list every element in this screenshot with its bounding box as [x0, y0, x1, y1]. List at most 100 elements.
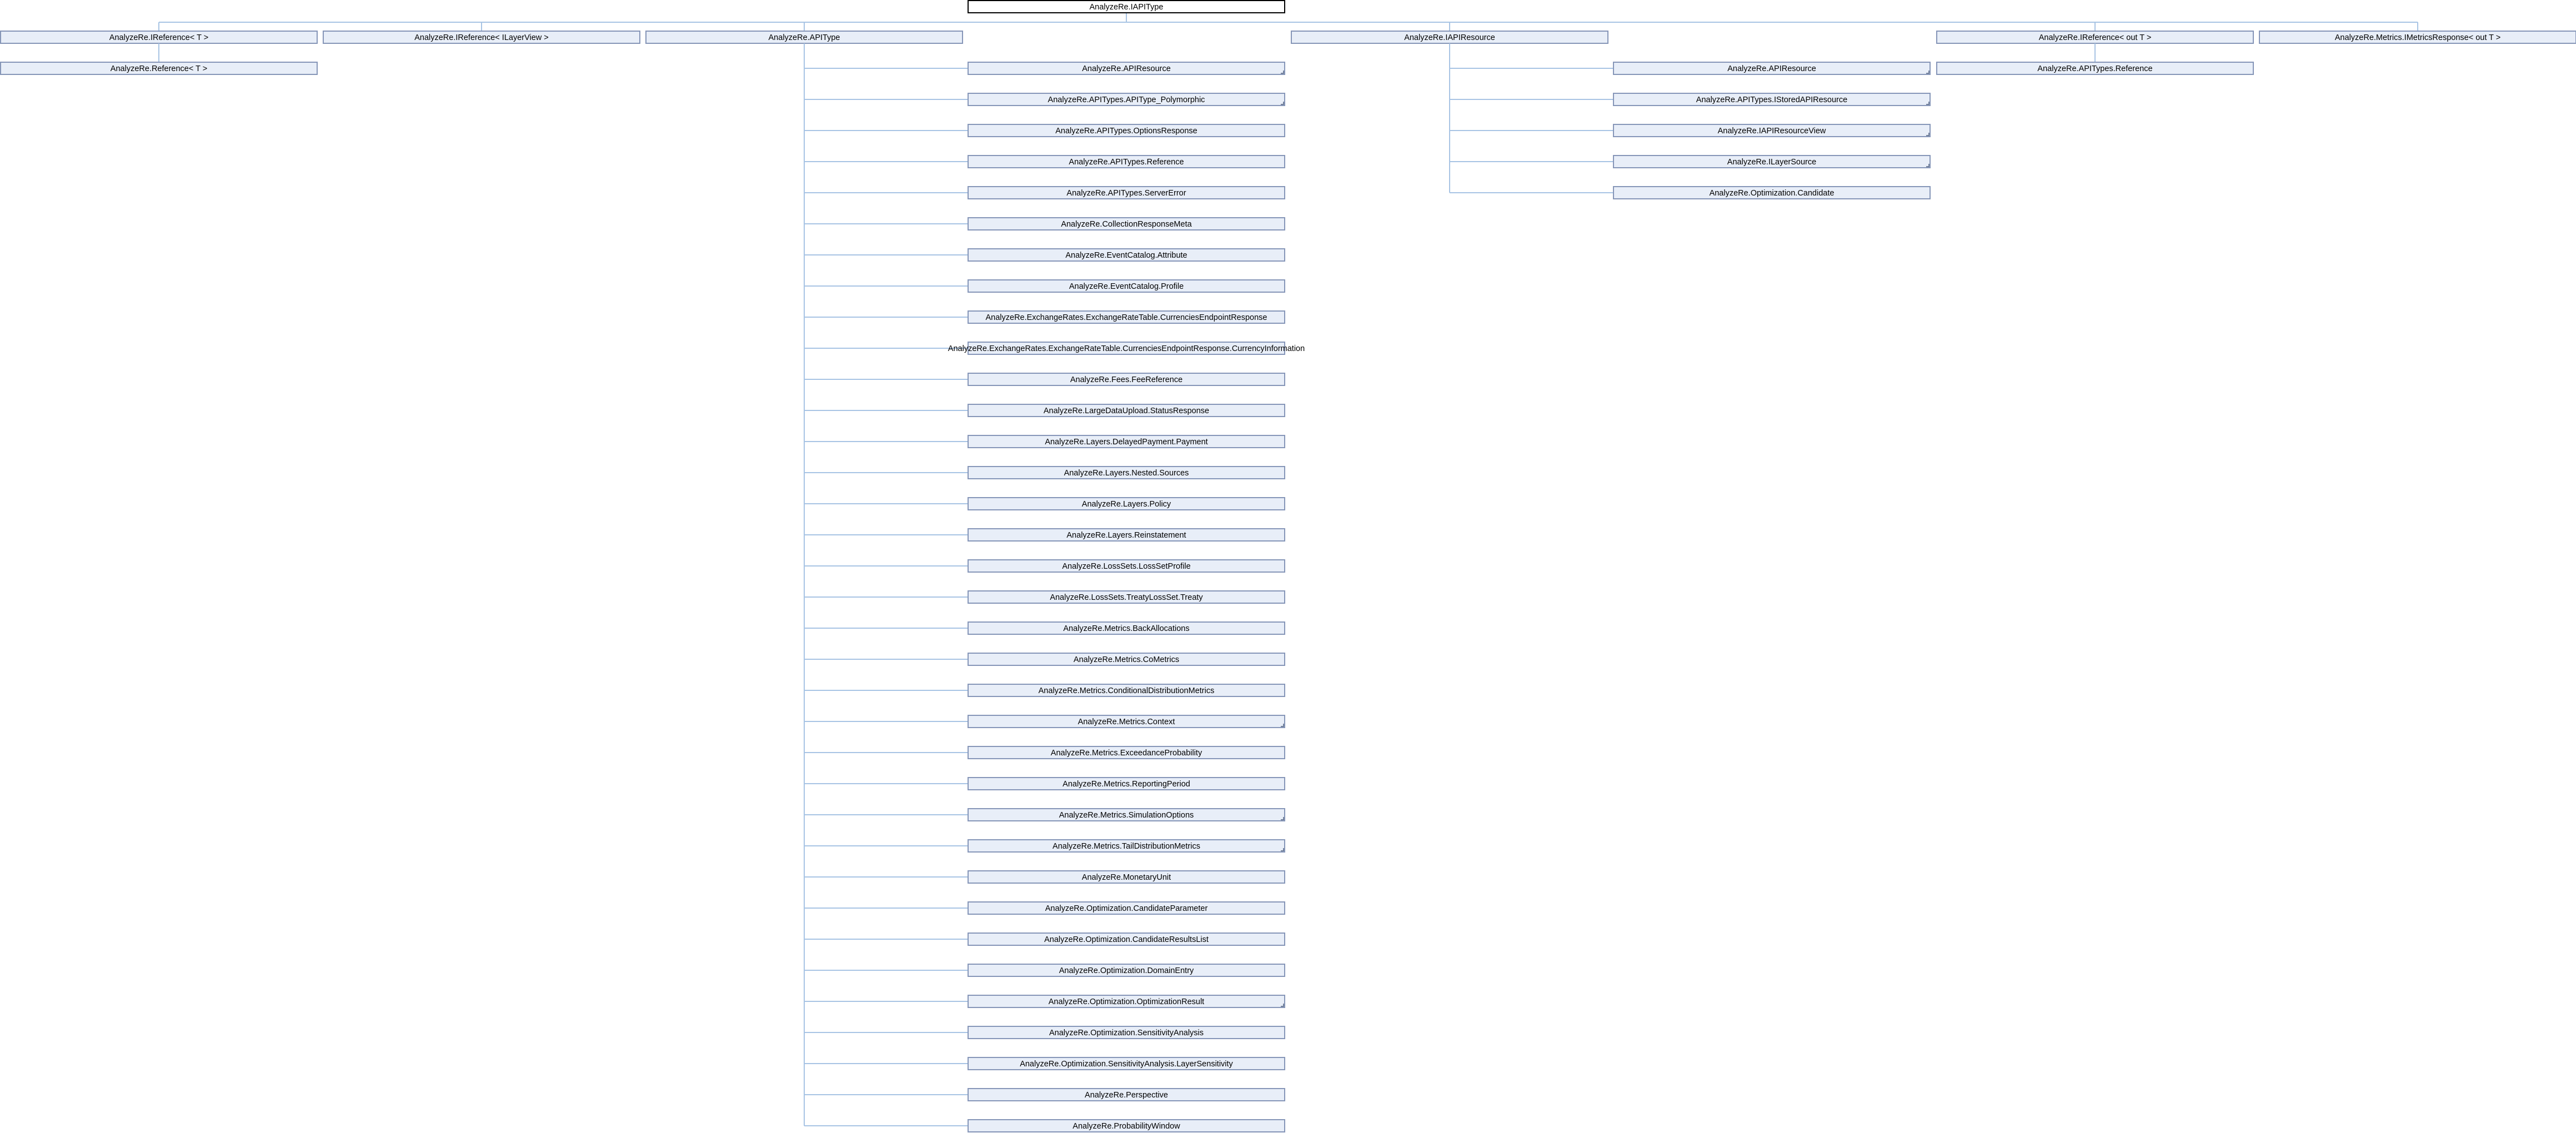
node-label: AnalyzeRe.LargeDataUpload.StatusResponse [1044, 407, 1209, 415]
node-box [968, 310, 1285, 324]
node-analyzere-optimization-sensitivityanalysis-layersensitivity[interactable]: AnalyzeRe.Optimization.SensitivityAnalys… [968, 1057, 1285, 1070]
node-analyzere-layers-reinstatement[interactable]: AnalyzeRe.Layers.Reinstatement [968, 528, 1285, 542]
node-label: AnalyzeRe.APITypes.OptionsResponse [1055, 127, 1197, 136]
node-label: AnalyzeRe.Metrics.ExceedanceProbability [1051, 749, 1202, 758]
node-analyzere-perspective[interactable]: AnalyzeRe.Perspective [968, 1088, 1285, 1101]
node-box [968, 0, 1285, 13]
node-box [1613, 186, 1931, 199]
node-analyzere-ireference-t[interactable]: AnalyzeRe.IReference< T > [0, 31, 318, 44]
node-label: AnalyzeRe.Perspective [1085, 1091, 1168, 1100]
node-box [968, 715, 1285, 728]
node-analyzere-fees-feereference[interactable]: AnalyzeRe.Fees.FeeReference [968, 373, 1285, 386]
node-box [968, 1026, 1285, 1039]
node-label: AnalyzeRe.Layers.Reinstatement [1066, 531, 1186, 540]
node-analyzere-probabilitywindow[interactable]: AnalyzeRe.ProbabilityWindow [968, 1119, 1285, 1132]
node-analyzere-eventcatalog-profile[interactable]: AnalyzeRe.EventCatalog.Profile [968, 279, 1285, 293]
node-box [968, 808, 1285, 821]
node-analyzere-ireference-out-t[interactable]: AnalyzeRe.IReference< out T > [1936, 31, 2254, 44]
node-box [968, 1119, 1285, 1132]
node-analyzere-collectionresponsemeta[interactable]: AnalyzeRe.CollectionResponseMeta [968, 217, 1285, 230]
node-analyzere-largedataupload-statusresponse[interactable]: AnalyzeRe.LargeDataUpload.StatusResponse [968, 404, 1285, 417]
node-box [0, 62, 318, 75]
node-analyzere-metrics-backallocations[interactable]: AnalyzeRe.Metrics.BackAllocations [968, 621, 1285, 635]
node-analyzere-apitypes-apitype-polymorphic[interactable]: AnalyzeRe.APITypes.APIType_Polymorphic [968, 93, 1285, 106]
node-analyzere-apitypes-istoredapiresource[interactable]: AnalyzeRe.APITypes.IStoredAPIResource [1613, 93, 1931, 106]
node-analyzere-monetaryunit[interactable]: AnalyzeRe.MonetaryUnit [968, 870, 1285, 884]
node-analyzere-exchangerates-exchangeratetable-currenciesendpointresponse-currencyinformation[interactable]: AnalyzeRe.ExchangeRates.ExchangeRateTabl… [948, 342, 1305, 355]
node-analyzere-optimization-sensitivityanalysis[interactable]: AnalyzeRe.Optimization.SensitivityAnalys… [968, 1026, 1285, 1039]
node-analyzere-ireference-ilayerview[interactable]: AnalyzeRe.IReference< ILayerView > [323, 31, 640, 44]
node-analyzere-metrics-taildistributionmetrics[interactable]: AnalyzeRe.Metrics.TailDistributionMetric… [968, 839, 1285, 853]
node-label: AnalyzeRe.IAPIType [1090, 3, 1164, 12]
node-box [968, 901, 1285, 915]
node-box [968, 435, 1285, 448]
node-analyzere-metrics-reportingperiod[interactable]: AnalyzeRe.Metrics.ReportingPeriod [968, 777, 1285, 790]
node-box [968, 964, 1285, 977]
node-box [968, 746, 1285, 759]
node-label: AnalyzeRe.Optimization.SensitivityAnalys… [1049, 1029, 1204, 1037]
more-indicator-icon [1281, 102, 1284, 105]
node-analyzere-metrics-cometrics[interactable]: AnalyzeRe.Metrics.CoMetrics [968, 653, 1285, 666]
node-analyzere-layers-delayedpayment-payment[interactable]: AnalyzeRe.Layers.DelayedPayment.Payment [968, 435, 1285, 448]
node-label: AnalyzeRe.Optimization.CandidateParamete… [1045, 904, 1208, 913]
node-analyzere-losssets-treatylossset-treaty[interactable]: AnalyzeRe.LossSets.TreatyLossSet.Treaty [968, 590, 1285, 604]
node-box [968, 217, 1285, 230]
node-label: AnalyzeRe.Layers.Policy [1082, 500, 1171, 509]
node-box [968, 342, 1285, 355]
node-analyzere-metrics-conditionaldistributionmetrics[interactable]: AnalyzeRe.Metrics.ConditionalDistributio… [968, 684, 1285, 697]
node-label: AnalyzeRe.Optimization.OptimizationResul… [1049, 997, 1204, 1006]
node-label: AnalyzeRe.APITypes.Reference [1069, 158, 1184, 167]
node-analyzere-layers-policy[interactable]: AnalyzeRe.Layers.Policy [968, 497, 1285, 510]
node-analyzere-ilayersource[interactable]: AnalyzeRe.ILayerSource [1613, 155, 1931, 168]
node-analyzere-optimization-optimizationresult[interactable]: AnalyzeRe.Optimization.OptimizationResul… [968, 995, 1285, 1008]
node-label: AnalyzeRe.Optimization.SensitivityAnalys… [1020, 1060, 1233, 1069]
node-analyzere-apitypes-reference[interactable]: AnalyzeRe.APITypes.Reference [1936, 62, 2254, 75]
node-label: AnalyzeRe.Layers.Nested.Sources [1064, 469, 1189, 478]
node-analyzere-apiresource[interactable]: AnalyzeRe.APIResource [968, 62, 1285, 75]
node-box [968, 684, 1285, 697]
node-analyzere-iapiresourceview[interactable]: AnalyzeRe.IAPIResourceView [1613, 124, 1931, 137]
node-box [968, 777, 1285, 790]
node-label: AnalyzeRe.IAPIResourceView [1718, 127, 1826, 136]
node-analyzere-apitypes-reference[interactable]: AnalyzeRe.APITypes.Reference [968, 155, 1285, 168]
node-box [968, 497, 1285, 510]
node-analyzere-apitype[interactable]: AnalyzeRe.APIType [645, 31, 963, 44]
node-label: AnalyzeRe.Fees.FeeReference [1070, 375, 1182, 384]
node-analyzere-losssets-losssetprofile[interactable]: AnalyzeRe.LossSets.LossSetProfile [968, 559, 1285, 573]
node-label: AnalyzeRe.Optimization.Candidate [1710, 189, 1835, 198]
more-indicator-icon [1281, 724, 1284, 727]
node-analyzere-exchangerates-exchangeratetable-currenciesendpointresponse[interactable]: AnalyzeRe.ExchangeRates.ExchangeRateTabl… [968, 310, 1285, 324]
node-analyzere-metrics-imetricsresponse-out-t[interactable]: AnalyzeRe.Metrics.IMetricsResponse< out … [2259, 31, 2576, 44]
node-label: AnalyzeRe.Metrics.ConditionalDistributio… [1039, 686, 1215, 695]
node-label: AnalyzeRe.CollectionResponseMeta [1061, 220, 1192, 229]
node-box [968, 870, 1285, 884]
node-label: AnalyzeRe.IReference< ILayerView > [414, 33, 549, 42]
node-box [968, 279, 1285, 293]
node-label: AnalyzeRe.LossSets.TreatyLossSet.Treaty [1050, 593, 1203, 602]
node-analyzere-eventcatalog-attribute[interactable]: AnalyzeRe.EventCatalog.Attribute [968, 248, 1285, 262]
node-analyzere-optimization-domainentry[interactable]: AnalyzeRe.Optimization.DomainEntry [968, 964, 1285, 977]
node-label: AnalyzeRe.APITypes.APIType_Polymorphic [1048, 96, 1205, 104]
node-analyzere-optimization-candidate[interactable]: AnalyzeRe.Optimization.Candidate [1613, 186, 1931, 199]
node-analyzere-apitypes-servererror[interactable]: AnalyzeRe.APITypes.ServerError [968, 186, 1285, 199]
node-analyzere-reference-t[interactable]: AnalyzeRe.Reference< T > [0, 62, 318, 75]
node-label: AnalyzeRe.IAPIResource [1404, 33, 1495, 42]
node-analyzere-metrics-simulationoptions[interactable]: AnalyzeRe.Metrics.SimulationOptions [968, 808, 1285, 821]
node-box [1613, 124, 1931, 137]
node-analyzere-optimization-candidateparameter[interactable]: AnalyzeRe.Optimization.CandidateParamete… [968, 901, 1285, 915]
node-label: AnalyzeRe.ExchangeRates.ExchangeRateTabl… [948, 344, 1305, 353]
node-analyzere-apitypes-optionsresponse[interactable]: AnalyzeRe.APITypes.OptionsResponse [968, 124, 1285, 137]
node-analyzere-layers-nested-sources[interactable]: AnalyzeRe.Layers.Nested.Sources [968, 466, 1285, 479]
more-indicator-icon [1281, 1004, 1284, 1007]
node-analyzere-iapiresource[interactable]: AnalyzeRe.IAPIResource [1291, 31, 1608, 44]
node-analyzere-metrics-context[interactable]: AnalyzeRe.Metrics.Context [968, 715, 1285, 728]
node-root[interactable]: AnalyzeRe.IAPIType [968, 0, 1285, 13]
node-label: AnalyzeRe.ILayerSource [1727, 158, 1816, 167]
node-box [968, 995, 1285, 1008]
node-box [968, 62, 1285, 75]
node-analyzere-optimization-candidateresultslist[interactable]: AnalyzeRe.Optimization.CandidateResultsL… [968, 933, 1285, 946]
node-analyzere-apiresource[interactable]: AnalyzeRe.APIResource [1613, 62, 1931, 75]
node-box [968, 1088, 1285, 1101]
node-analyzere-metrics-exceedanceprobability[interactable]: AnalyzeRe.Metrics.ExceedanceProbability [968, 746, 1285, 759]
